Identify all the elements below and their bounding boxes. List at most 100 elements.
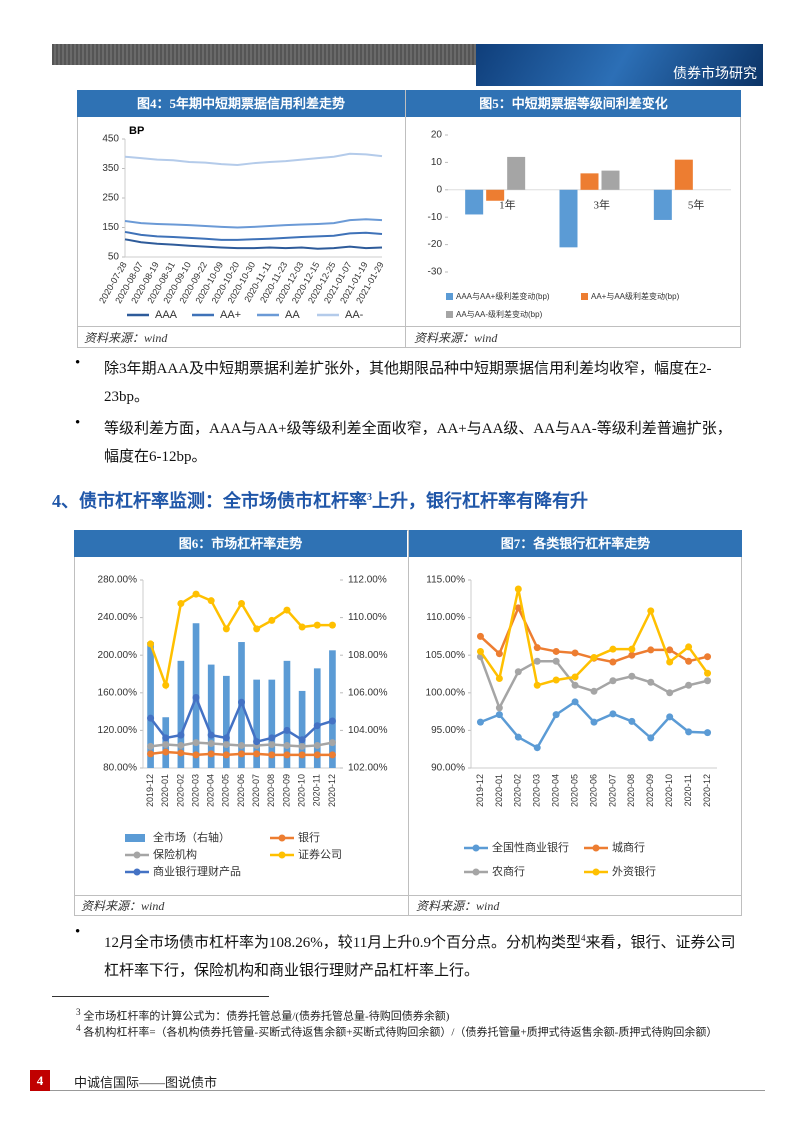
- legend-swatch: [592, 844, 600, 852]
- bar: [559, 189, 578, 248]
- legend-label: 全国性商业银行: [492, 840, 569, 854]
- legend-label: AAA与AA+级利差变动(bp): [456, 291, 550, 301]
- marker: [328, 739, 336, 747]
- bullet: •: [75, 355, 81, 371]
- bar: [223, 675, 230, 768]
- y2-tick-label: 108.00%: [348, 650, 388, 661]
- marker: [571, 698, 579, 706]
- marker: [283, 751, 291, 759]
- marker: [222, 741, 230, 748]
- divider: [77, 326, 741, 327]
- bar: [313, 668, 321, 768]
- paragraph-text: 来看，银行、证券公司杠杆率下行，保险机构和商业银行理财产品杠杆率上行。: [104, 935, 736, 979]
- marker: [253, 750, 261, 758]
- divider: [405, 90, 406, 348]
- x-tick-label: 2020-09: [645, 774, 655, 807]
- marker: [268, 751, 276, 759]
- marker: [177, 731, 185, 739]
- marker: [283, 726, 291, 734]
- marker: [533, 657, 541, 665]
- legend-label: 保险机构: [153, 847, 197, 861]
- y-tick-label: 50: [108, 252, 120, 263]
- marker: [628, 672, 636, 680]
- marker: [162, 741, 170, 748]
- legend-label: AA+与AA级利差变动(bp): [591, 291, 680, 301]
- marker: [192, 751, 200, 759]
- source: 资料来源：wind: [416, 899, 500, 913]
- x-tick-label: 2019-12: [475, 774, 485, 807]
- marker: [533, 681, 541, 689]
- marker: [222, 734, 230, 742]
- bar: [298, 690, 306, 768]
- marker: [495, 650, 503, 658]
- footnote: 4 各机构杠杆率=（各机构债券托管量-买断式待返售余额+买断式待购回余额）/（债…: [52, 1020, 764, 1041]
- marker: [628, 651, 636, 659]
- marker: [495, 711, 503, 719]
- chart: 501502503504502020-07-282020-08-072020-0…: [97, 125, 386, 321]
- marker: [476, 632, 484, 640]
- y2-tick-label: 106.00%: [348, 687, 388, 698]
- line: [124, 152, 383, 166]
- paragraph-text: 12月全市场债市杠杆率为108.26%，较11月上升0.9个百分点。分机构类型: [104, 935, 581, 951]
- legend-label: 银行: [298, 830, 320, 844]
- marker: [268, 741, 276, 748]
- marker: [147, 750, 155, 758]
- y-label: BP: [129, 125, 144, 137]
- marker: [533, 644, 541, 652]
- marker: [328, 621, 336, 629]
- marker: [298, 623, 306, 631]
- y-tick-label: 450: [102, 134, 119, 145]
- y-tick-label: 350: [102, 163, 119, 174]
- legend-label: AAA: [155, 309, 178, 321]
- marker: [283, 741, 291, 749]
- y-tick-label: 100.00%: [426, 687, 466, 698]
- x-tick-label: 2020-08: [626, 774, 636, 807]
- marker: [207, 750, 215, 758]
- legend-swatch: [133, 868, 141, 876]
- y-tick-label: 160.00%: [98, 687, 138, 698]
- bar: [465, 189, 484, 215]
- marker: [704, 653, 712, 661]
- figure-title: 图4：5年期中短期票据信用利差走势: [77, 90, 405, 117]
- marker: [647, 607, 655, 615]
- legend-swatch: [278, 851, 286, 859]
- x-tick-label: 2020-03: [532, 774, 542, 807]
- bar: [207, 664, 215, 768]
- y-tick-label: 80.00%: [103, 763, 137, 774]
- chart: 80.00% 120.00% 160.00% 200.00% 240.00% 280.00…: [98, 575, 388, 878]
- x-tick-label: 2020-01: [494, 774, 504, 807]
- marker: [313, 621, 321, 629]
- y-tick-label: -30: [428, 267, 443, 278]
- y-tick-label: 250: [102, 193, 119, 204]
- legend-swatch: [592, 868, 600, 876]
- divider: [74, 895, 742, 896]
- bar: [177, 660, 185, 768]
- marker: [192, 739, 200, 747]
- legend-label: 农商行: [492, 864, 525, 878]
- chart: 90.00% 95.00% 100.00% 105.00% 110.00% 115.00%…: [426, 575, 717, 878]
- paragraph: 12月全市场债市杠杆率为108.26%，较11月上升0.9个百分点。分机构类型4…: [104, 924, 744, 985]
- marker: [238, 750, 245, 758]
- header-band: [52, 44, 476, 65]
- y2-tick-label: 102.00%: [348, 763, 388, 774]
- bar: [283, 660, 291, 768]
- marker: [571, 649, 579, 657]
- category-label: 1年: [499, 197, 516, 211]
- y-tick-label: -20: [428, 239, 443, 250]
- x-tick-label: 2020-06: [588, 774, 598, 807]
- y-tick-label: 110.00%: [426, 612, 465, 623]
- marker: [628, 645, 636, 653]
- x-tick-label: 2020-04: [206, 774, 216, 807]
- marker: [207, 597, 215, 605]
- line: [124, 238, 383, 250]
- marker: [177, 749, 185, 757]
- marker: [514, 733, 522, 741]
- marker: [147, 714, 155, 722]
- marker: [192, 590, 200, 598]
- x-tick-label: 2020-12: [702, 774, 712, 807]
- bar: [674, 159, 693, 190]
- legend-swatch: [278, 834, 286, 842]
- legend-swatch: [472, 844, 480, 852]
- footnote-ref: 4: [580, 933, 586, 943]
- x-tick-label: 2020-04: [551, 774, 561, 807]
